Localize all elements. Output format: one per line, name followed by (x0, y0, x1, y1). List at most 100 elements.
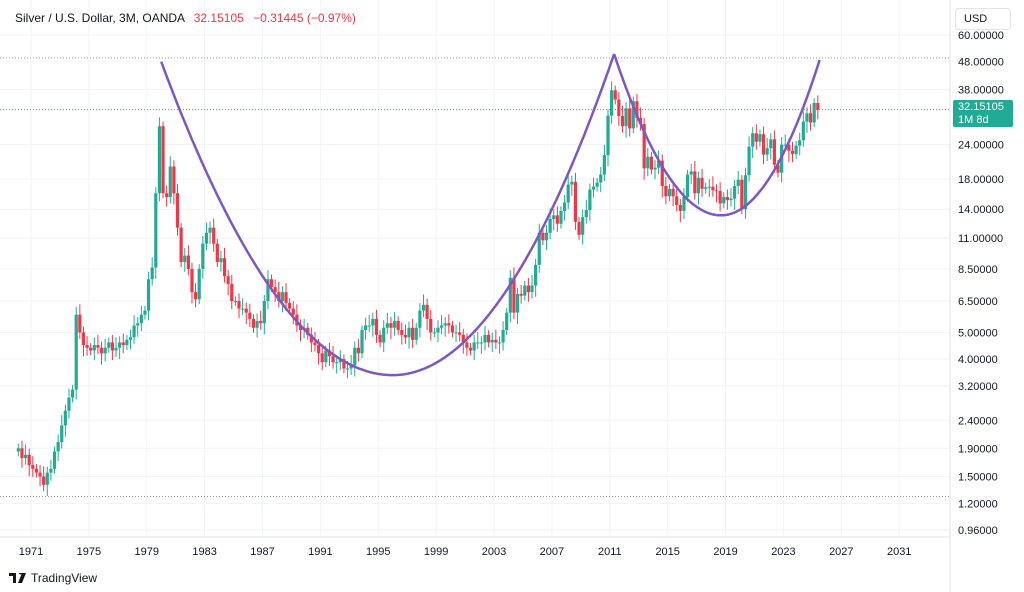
candle-body (707, 186, 711, 188)
y-tick-label: 1.90000 (958, 443, 998, 455)
x-tick-label: 2007 (540, 546, 564, 558)
candle-body (508, 277, 512, 313)
tradingview-logo[interactable]: TradingView (9, 571, 97, 585)
candle-body (479, 342, 483, 344)
y-tick-label: 8.50000 (958, 264, 998, 276)
candle-body (776, 164, 780, 173)
candle-body (602, 155, 606, 175)
candle-body (349, 365, 353, 369)
candle-body (468, 347, 473, 351)
candle-body (761, 134, 766, 155)
candle-body (595, 182, 599, 187)
candle-body (255, 321, 259, 328)
candle-body (324, 350, 328, 363)
candle-body (248, 312, 252, 319)
candle-body (505, 312, 509, 331)
candle-body (244, 308, 248, 313)
candle-body (526, 285, 531, 293)
candle-body (288, 302, 292, 309)
candle-body (280, 292, 285, 302)
candle-body (128, 337, 133, 340)
candle-body (392, 321, 397, 328)
candle-body (27, 454, 31, 466)
candle-body (577, 221, 581, 235)
y-tick-label: 38.00000 (958, 85, 1004, 97)
candle-body (85, 345, 89, 348)
candle-body (161, 126, 165, 194)
symbol-title[interactable]: Silver / U.S. Dollar, 3M, OANDA (15, 11, 185, 25)
y-tick-label: 60.00000 (958, 30, 1004, 42)
candle-body (418, 310, 422, 328)
candle-body (490, 339, 494, 343)
candle-body (320, 353, 324, 363)
candle-body (42, 476, 46, 485)
tradingview-logo-icon (9, 573, 26, 583)
candle-body (497, 342, 502, 344)
candle-body (794, 145, 798, 155)
candle-body (798, 140, 802, 146)
candle-body (685, 174, 690, 198)
candle-body (20, 448, 24, 459)
candle-body (812, 102, 816, 123)
candle-body (378, 334, 382, 343)
candle-body (154, 193, 158, 268)
current-price-label: 32.15105 1M 8d (953, 100, 1013, 127)
candle-body (689, 171, 693, 175)
candle-body (125, 339, 129, 346)
candle-body (758, 134, 762, 142)
y-tick-label: 2.40000 (958, 415, 998, 427)
last-price: 32.15105 (193, 11, 244, 25)
x-tick-label: 1983 (192, 546, 216, 558)
candle-body (439, 325, 444, 328)
candle-body (613, 90, 617, 100)
candle-body (454, 332, 458, 334)
candle-body (548, 218, 552, 233)
candle-body (367, 325, 371, 327)
candle-body (682, 197, 686, 211)
candle-body (653, 167, 657, 170)
candle-body (515, 293, 520, 313)
x-tick-label: 2003 (482, 546, 506, 558)
candle-body (67, 397, 71, 411)
brand-name: TradingView (31, 571, 98, 585)
candle-body (649, 156, 654, 170)
cup-curve-drawing (160, 53, 616, 377)
candle-body (313, 342, 317, 346)
candle-body (327, 350, 332, 357)
candle-body (316, 345, 321, 354)
candle-body (81, 332, 86, 346)
candle-body (291, 308, 295, 315)
candle-body (103, 347, 107, 354)
candle-body (241, 308, 245, 310)
candle-body (237, 301, 241, 309)
candle-body (584, 210, 588, 218)
candle-body (722, 197, 726, 204)
candle-body (787, 144, 791, 151)
candle-body (251, 318, 256, 328)
y-tick-label: 1.50000 (958, 472, 998, 484)
chart-legend: Silver / U.S. Dollar, 3M, OANDA 32.15105… (15, 11, 356, 25)
candle-body (273, 287, 277, 293)
candle-body (494, 339, 498, 343)
candle-body (74, 314, 78, 390)
currency-button[interactable]: USD (955, 8, 1011, 30)
candle-body (269, 279, 274, 288)
candle-body (501, 330, 505, 343)
candle-body (277, 292, 281, 302)
candle-body (555, 215, 559, 224)
candle-body (642, 124, 646, 169)
y-tick-label: 24.00000 (958, 140, 1004, 152)
candle-body (371, 318, 375, 326)
candle-body (403, 334, 408, 338)
candle-body (233, 301, 237, 303)
candle-body (197, 268, 201, 300)
candle-body (714, 190, 719, 192)
candle-body (805, 113, 809, 122)
candle-body (193, 292, 198, 300)
candle-body (447, 323, 451, 326)
candle-body (472, 342, 476, 351)
candle-body (740, 179, 744, 210)
candle-body (400, 330, 404, 335)
candle-body (519, 293, 523, 296)
